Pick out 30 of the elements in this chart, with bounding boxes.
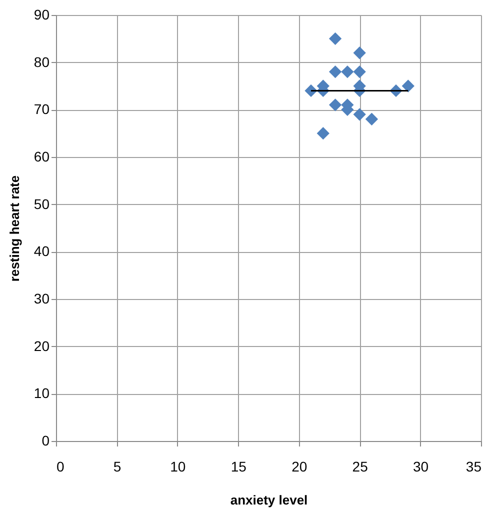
point xyxy=(341,65,354,78)
x-tick-label: 10 xyxy=(170,458,186,474)
y-tick-label: 20 xyxy=(34,338,50,354)
point xyxy=(353,46,366,60)
x-tick-label: 20 xyxy=(292,458,308,474)
y-tick-label: 30 xyxy=(34,290,50,306)
point xyxy=(353,65,366,78)
point xyxy=(353,108,366,121)
y-tick-label: 90 xyxy=(34,6,50,22)
x-tick-label: 5 xyxy=(113,458,122,474)
y-tick-label: 40 xyxy=(34,243,50,260)
x-axis-title: anxiety level xyxy=(230,492,308,508)
x-tick-label: 0 xyxy=(56,458,64,474)
point xyxy=(328,32,342,45)
x-tick-label: 25 xyxy=(352,458,368,474)
point xyxy=(402,80,414,92)
point xyxy=(316,127,330,140)
x-tick-label: 35 xyxy=(466,458,482,474)
x-tick-label: 15 xyxy=(230,458,247,474)
y-tick-label: 10 xyxy=(34,385,50,402)
y-tick-label: 70 xyxy=(34,101,50,118)
y-tick-label: 60 xyxy=(34,148,50,164)
point xyxy=(365,112,378,126)
y-axis-title: resting heart rate xyxy=(6,175,22,282)
y-tick-label: 50 xyxy=(34,196,50,212)
x-tick-label: 30 xyxy=(412,458,429,474)
point xyxy=(328,65,342,78)
y-tick-label: 80 xyxy=(34,54,50,70)
y-tick-label: 0 xyxy=(42,432,50,448)
point xyxy=(328,98,342,112)
